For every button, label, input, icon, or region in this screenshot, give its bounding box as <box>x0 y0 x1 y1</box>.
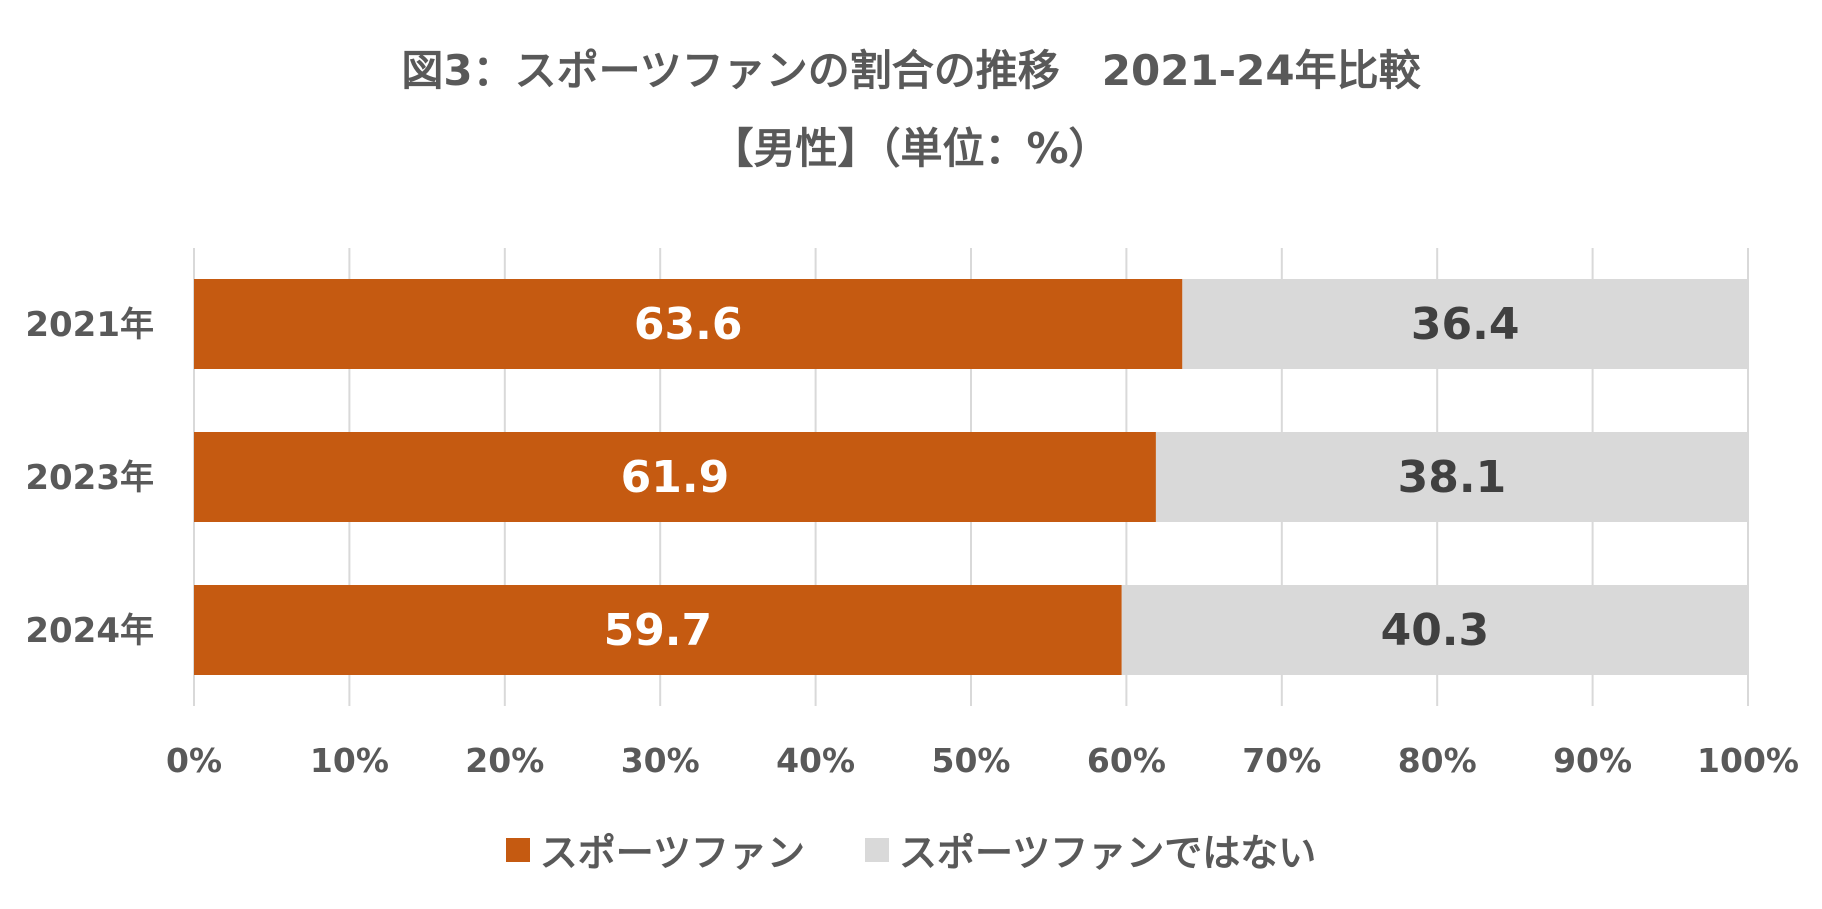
x-tick-label: 0% <box>166 741 222 780</box>
x-tick-label: 30% <box>621 741 700 780</box>
x-tick-label: 10% <box>310 741 389 780</box>
x-tick-label: 90% <box>1553 741 1632 780</box>
data-labels: 63.6 36.4 61.9 38.1 59.7 40.3 <box>604 299 1520 656</box>
chart-title: 図3：スポーツファンの割合の推移 2021-24年比較 <box>401 46 1421 95</box>
legend-label-non-fan: スポーツファンではない <box>899 831 1317 875</box>
x-axis-tick-labels: 0% 10% 20% 30% 40% 50% 60% 70% 80% 90% 100% <box>166 741 1799 780</box>
x-tick-label: 70% <box>1242 741 1321 780</box>
category-label: 2023年 <box>25 458 154 498</box>
x-tick-label: 50% <box>932 741 1011 780</box>
data-label-fan: 61.9 <box>621 452 730 503</box>
x-tick-label: 20% <box>465 741 544 780</box>
x-tick-label: 80% <box>1398 741 1477 780</box>
legend-label-fan: スポーツファン <box>539 831 805 875</box>
bar-non-fan <box>1155 432 1748 522</box>
legend-item-fan: スポーツファン <box>505 822 805 877</box>
category-labels: 2021年 2023年 2024年 <box>25 305 154 651</box>
bar-fan <box>194 585 1122 675</box>
bar-fan <box>194 432 1156 522</box>
data-label-fan: 63.6 <box>634 299 743 350</box>
bar-non-fan <box>1182 279 1748 369</box>
x-tick-label: 100% <box>1697 741 1799 780</box>
data-label-non-fan: 36.4 <box>1411 299 1520 350</box>
legend-swatch-fan <box>505 837 530 862</box>
legend-item-non-fan: スポーツファンではない <box>865 822 1316 877</box>
x-tick-label: 60% <box>1087 741 1166 780</box>
bar-non-fan <box>1121 585 1748 675</box>
legend-swatch-non-fan <box>865 837 889 862</box>
chart-subtitle: 【男性】（単位：%） <box>711 124 1111 173</box>
bar-fan <box>194 279 1183 369</box>
category-label: 2024年 <box>25 611 154 651</box>
bars <box>194 279 1748 675</box>
data-label-non-fan: 40.3 <box>1381 605 1490 656</box>
category-label: 2021年 <box>25 305 154 345</box>
x-tick-label: 40% <box>776 741 855 780</box>
data-label-non-fan: 38.1 <box>1398 452 1507 503</box>
data-label-fan: 59.7 <box>604 605 713 656</box>
legend: スポーツファン スポーツファンではない <box>0 822 1822 877</box>
